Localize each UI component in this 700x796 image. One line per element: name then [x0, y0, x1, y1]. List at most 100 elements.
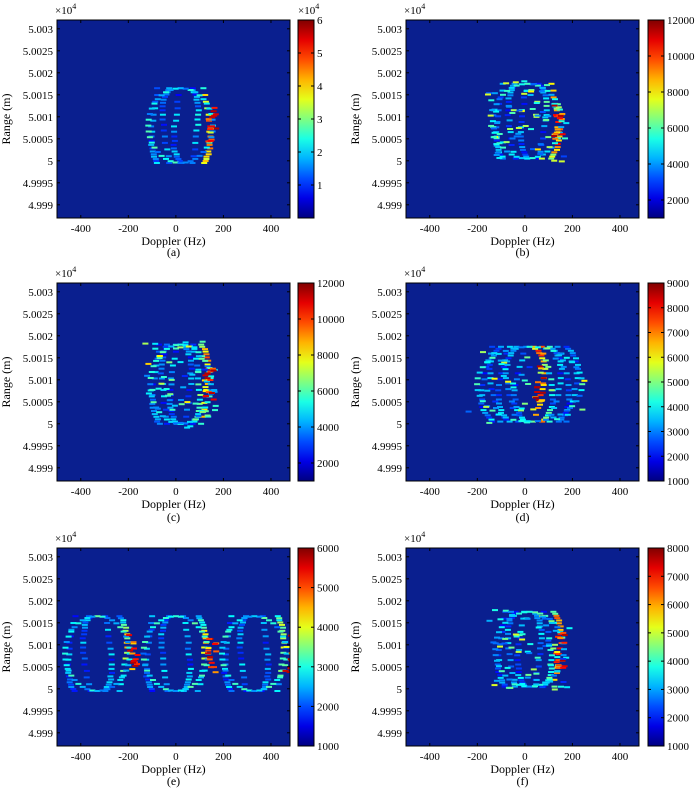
echo-spot: [105, 683, 112, 686]
echo-spot: [282, 664, 289, 667]
echo-spot: [530, 668, 537, 671]
echo-spot: [172, 422, 179, 425]
echo-spot: [213, 650, 220, 653]
echo-spot: [160, 651, 167, 654]
scatter-pattern: [142, 340, 219, 429]
echo-spot: [162, 676, 169, 679]
echo-spot: [572, 360, 579, 363]
echo-spot: [195, 415, 202, 418]
echo-spot: [548, 378, 555, 381]
echo-spot: [487, 372, 494, 375]
echo-spot: [207, 131, 214, 134]
echo-spot: [203, 155, 210, 158]
y-tick-label: 5.002: [377, 68, 402, 80]
echo-spot: [494, 636, 500, 639]
echo-spot: [523, 90, 530, 92]
echo-spot: [513, 155, 520, 158]
echo-spot: [144, 635, 151, 638]
echo-spot: [193, 129, 200, 132]
echo-spot: [197, 394, 204, 396]
echo-spot: [156, 357, 163, 360]
echo-spot: [506, 619, 513, 622]
echo-spot: [559, 659, 566, 662]
echo-spot: [199, 340, 206, 343]
echo-spot: [282, 641, 289, 643]
echo-spot: [544, 89, 551, 92]
echo-spot: [561, 648, 567, 651]
echo-spot: [532, 612, 539, 615]
y-tick-label: 5.0005: [23, 662, 54, 674]
echo-spot: [205, 647, 212, 649]
echo-spot: [549, 347, 556, 350]
colorbar-tick-label: 2000: [317, 458, 340, 470]
echo-spot: [204, 363, 211, 366]
echo-spot: [126, 634, 133, 637]
echo-spot: [551, 685, 558, 688]
echo-spot: [202, 100, 209, 103]
scatter-pattern: [486, 609, 573, 691]
echo-spot: [494, 122, 501, 124]
y-axis-label: Range (m): [0, 94, 13, 145]
echo-spot: [511, 612, 518, 615]
echo-spot: [500, 375, 507, 377]
y-multiplier: ×104: [404, 265, 425, 280]
echo-spot: [202, 637, 209, 640]
echo-spot: [270, 682, 277, 685]
echo-spot: [553, 614, 560, 617]
echo-spot: [167, 377, 174, 380]
echo-spot: [241, 688, 248, 691]
echo-spot: [489, 420, 495, 423]
echo-spot: [498, 409, 505, 412]
echo-spot: [519, 146, 526, 149]
echo-spot: [535, 626, 542, 629]
echo-spot: [511, 82, 518, 85]
echo-spot: [511, 678, 518, 681]
echo-spot: [241, 683, 248, 686]
echo-spot: [524, 82, 531, 85]
echo-spot: [501, 617, 508, 620]
echo-spot: [192, 148, 199, 151]
echo-spot: [476, 394, 483, 397]
echo-spot: [148, 371, 155, 373]
echo-spot: [201, 635, 208, 638]
echo-spot: [557, 114, 564, 117]
echo-spot: [501, 685, 508, 688]
scatter-pattern: [465, 345, 588, 424]
echo-spot: [166, 87, 173, 90]
echo-spot: [497, 674, 504, 677]
echo-spot: [171, 404, 178, 407]
echo-spot: [203, 395, 209, 398]
echo-spot: [538, 90, 545, 93]
echo-spot: [554, 617, 561, 620]
echo-spot: [561, 665, 568, 668]
echo-spot: [544, 84, 550, 87]
echo-spot: [68, 628, 75, 631]
echo-spot: [479, 384, 486, 386]
colorbar-tick-label: 10000: [667, 51, 695, 63]
echo-spot: [160, 376, 167, 378]
x-tick-label: 400: [263, 751, 280, 763]
echo-spot: [506, 653, 513, 656]
echo-spot: [107, 675, 114, 678]
echo-spot: [578, 389, 585, 392]
echo-spot: [239, 669, 246, 672]
echo-spot: [153, 406, 160, 409]
echo-spot: [564, 378, 571, 381]
echo-spot: [83, 669, 90, 672]
echo-spot: [173, 153, 180, 156]
echo-spot: [510, 386, 517, 389]
echo-spot: [276, 619, 283, 622]
echo-spot: [145, 124, 152, 127]
echo-spot: [280, 651, 287, 654]
echo-spot: [150, 398, 156, 401]
echo-spot: [500, 93, 506, 96]
echo-spot: [479, 406, 486, 408]
echo-spot: [80, 651, 87, 654]
echo-spot: [502, 372, 509, 375]
echo-spot: [205, 153, 212, 156]
echo-spot: [548, 82, 555, 85]
echo-spot: [219, 646, 226, 649]
echo-spot: [534, 114, 541, 117]
echo-spot: [256, 689, 263, 692]
echo-spot: [167, 615, 174, 618]
